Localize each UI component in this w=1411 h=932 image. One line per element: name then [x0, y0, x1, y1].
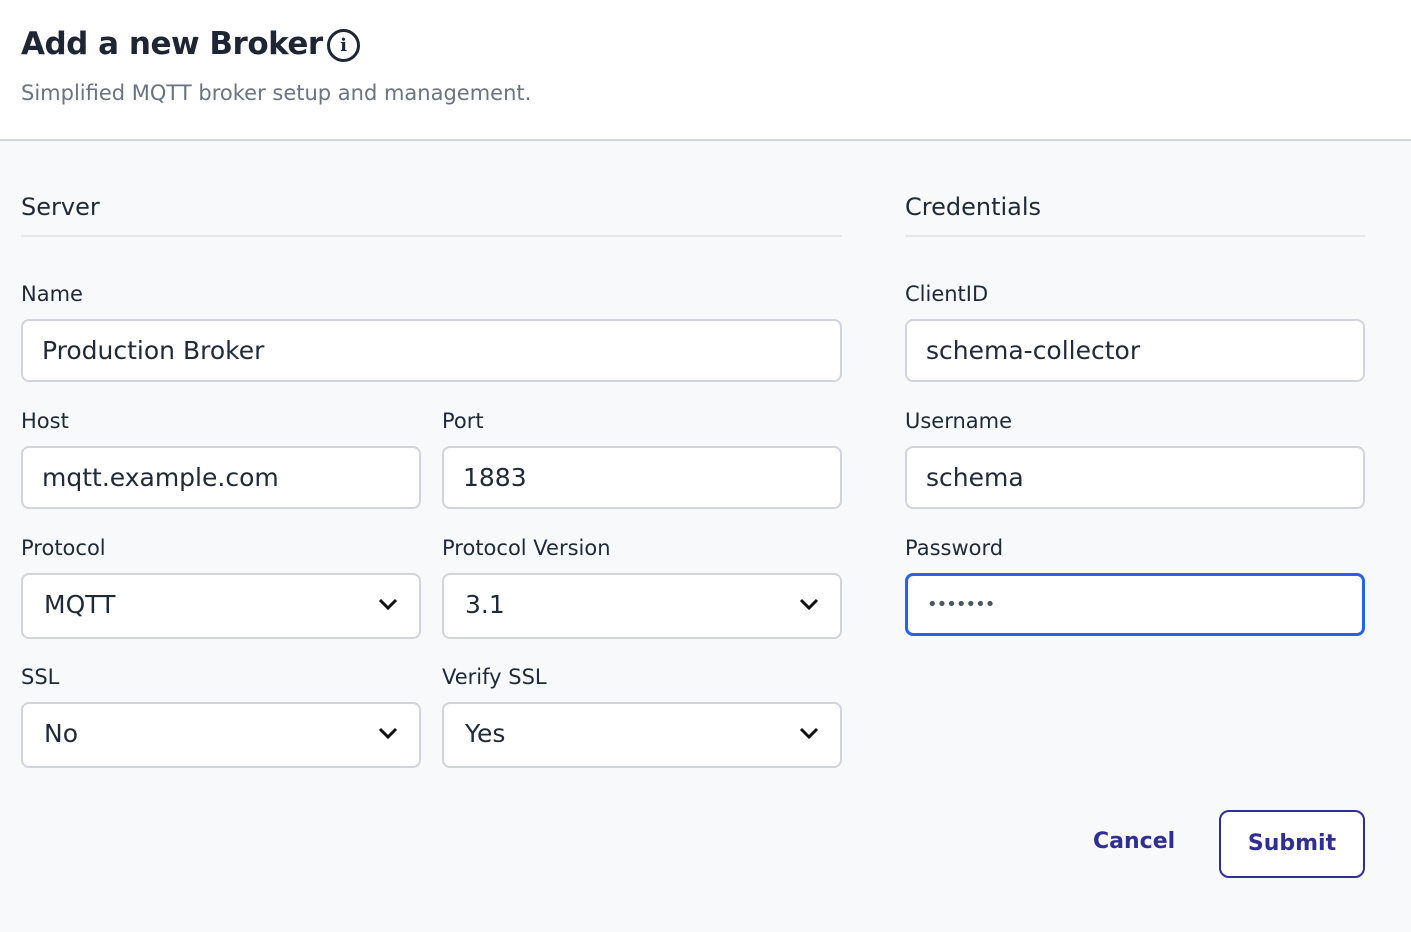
name-label: Name: [21, 282, 83, 306]
protocol-version-select[interactable]: 3.1: [442, 573, 842, 639]
protocol-select[interactable]: MQTT: [21, 573, 421, 639]
verify-ssl-select[interactable]: Yes: [442, 702, 842, 768]
cancel-button[interactable]: Cancel: [1093, 829, 1176, 854]
ssl-label: SSL: [21, 665, 60, 689]
ssl-value: No: [44, 719, 78, 748]
protocol-version-label: Protocol Version: [442, 536, 611, 560]
port-input[interactable]: 1883: [442, 446, 842, 509]
client-id-input[interactable]: schema-collector: [905, 319, 1365, 382]
chevron-down-icon: [378, 598, 398, 611]
host-input[interactable]: mqtt.example.com: [21, 446, 421, 509]
info-circle-icon[interactable]: i: [327, 29, 360, 62]
page-title: Add a new Broker: [21, 26, 323, 62]
chevron-down-icon: [799, 598, 819, 611]
name-input[interactable]: Production Broker: [21, 319, 842, 382]
password-input[interactable]: •••••••: [905, 573, 1365, 636]
chevron-down-icon: [378, 727, 398, 740]
username-label: Username: [905, 409, 1013, 433]
port-label: Port: [442, 409, 484, 433]
client-id-label: ClientID: [905, 282, 989, 306]
verify-ssl-value: Yes: [465, 719, 506, 748]
credentials-heading: Credentials: [905, 193, 1365, 237]
page-subtitle: Simplified MQTT broker setup and managem…: [21, 81, 532, 105]
page-header: Add a new Broker i Simplified MQTT broke…: [0, 0, 1411, 141]
password-label: Password: [905, 536, 1004, 560]
verify-ssl-label: Verify SSL: [442, 665, 547, 689]
protocol-version-value: 3.1: [465, 590, 505, 619]
protocol-label: Protocol: [21, 536, 106, 560]
username-input[interactable]: schema: [905, 446, 1365, 509]
chevron-down-icon: [799, 727, 819, 740]
protocol-value: MQTT: [44, 590, 116, 619]
submit-button[interactable]: Submit: [1219, 810, 1365, 878]
ssl-select[interactable]: No: [21, 702, 421, 768]
server-heading: Server: [21, 193, 842, 237]
host-label: Host: [21, 409, 69, 433]
